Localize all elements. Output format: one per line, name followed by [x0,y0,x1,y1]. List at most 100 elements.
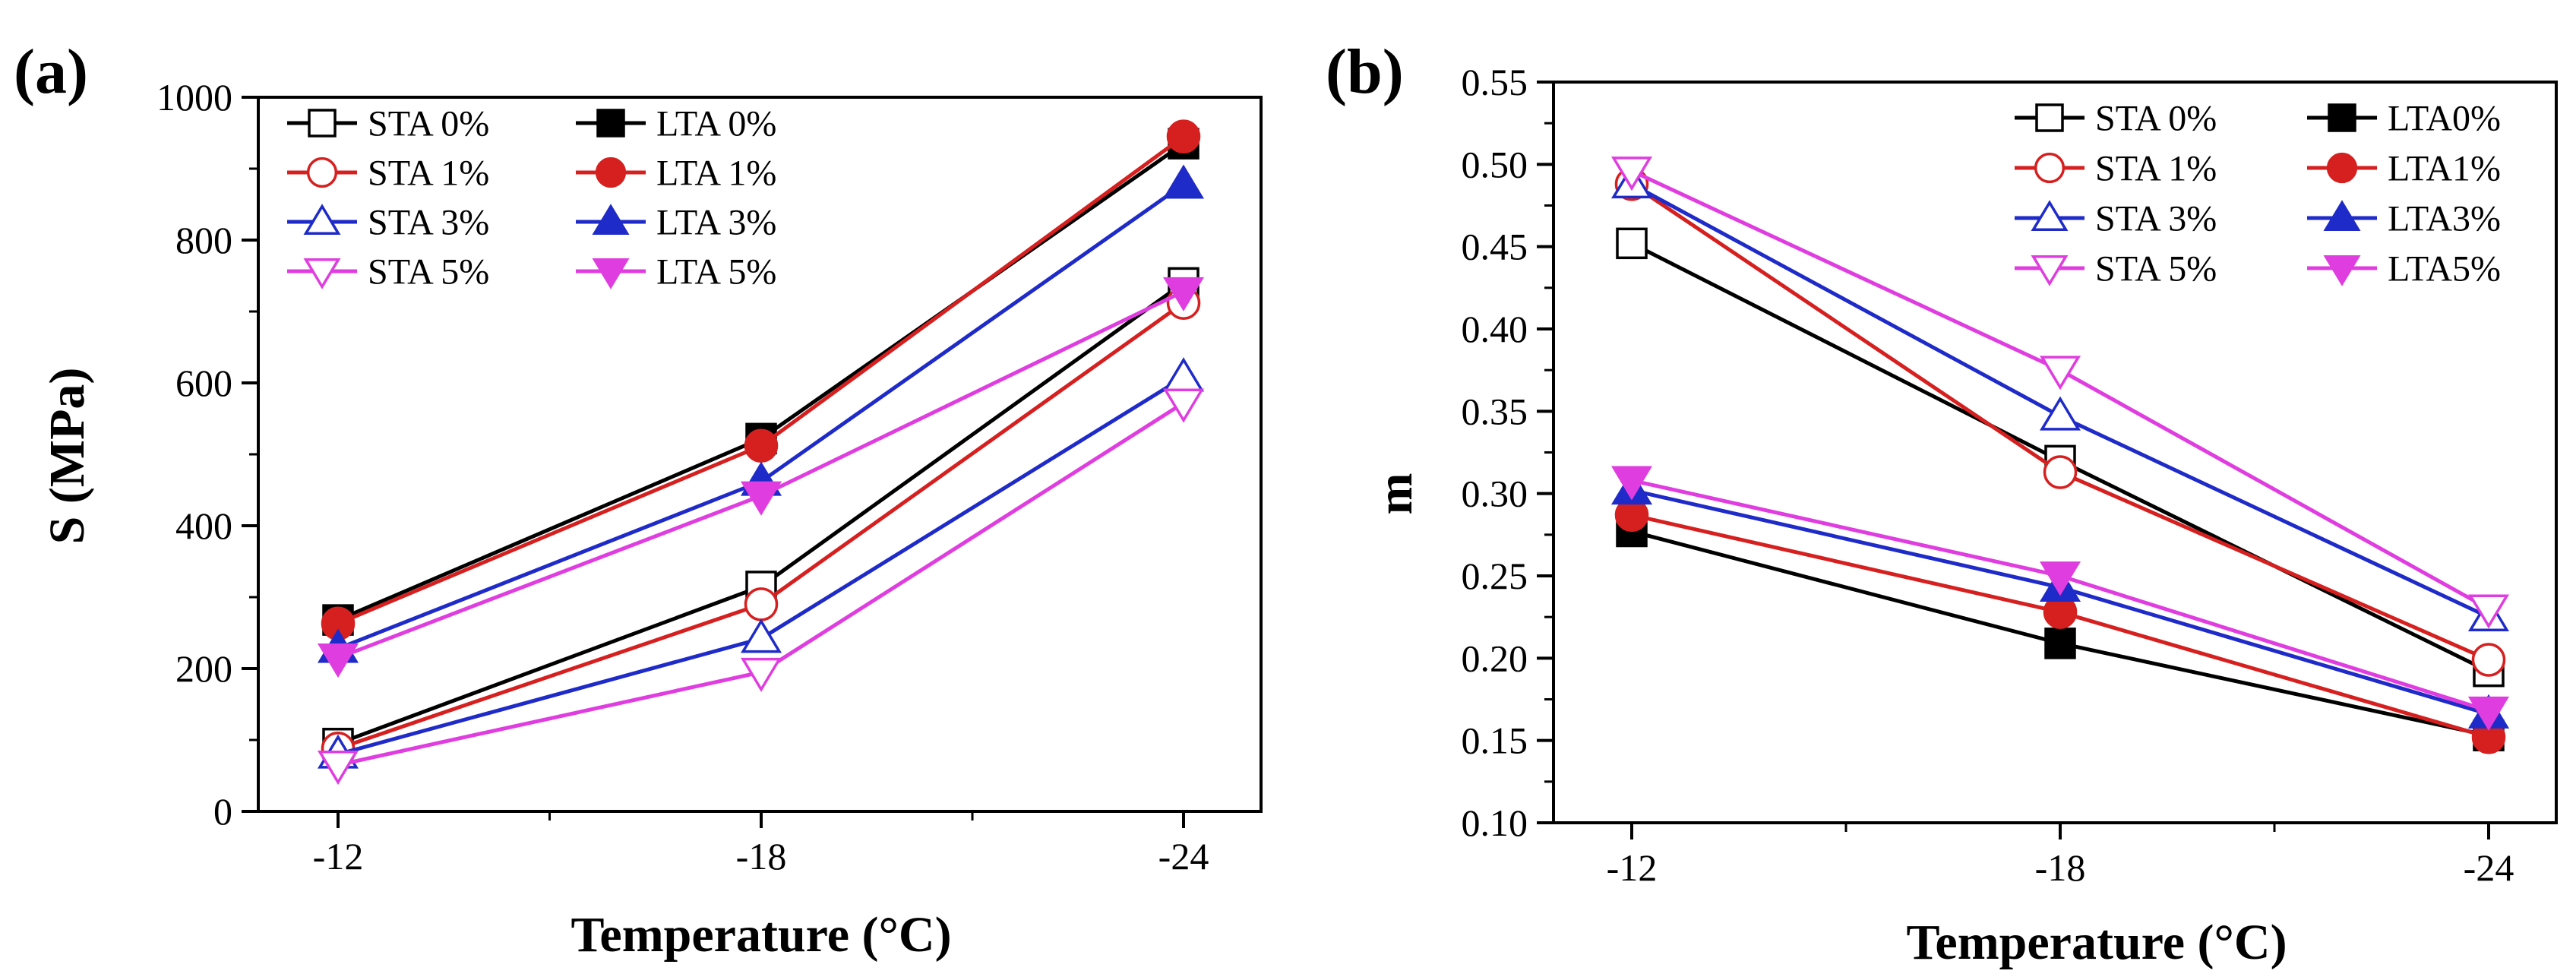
data-point [2039,396,2081,431]
x-tick-label: -12 [1607,846,1658,889]
legend-entry: LTA 0% [576,103,776,144]
panel-b-series [1610,157,2510,754]
legend-marker [595,157,627,188]
legend-marker [2323,200,2361,232]
legend-marker [592,258,630,289]
panel-a-y-axis-label: S (MPa) [40,368,95,545]
data-point [1610,157,1653,191]
panel-b-y-ticks: 0.10 0.15 0.20 0.25 0.30 0.35 0.40 0.45 0.50 0.55 [1462,61,1554,844]
data-point [1162,357,1205,392]
data-point [744,428,779,463]
data-point [1162,164,1205,199]
legend-marker [2031,200,2069,232]
legend-entry: LTA1% [2307,148,2501,188]
data-point [1162,277,1205,311]
data-point [744,587,779,621]
legend-entry: LTA 5% [576,251,776,292]
series-lta3- [1610,470,2510,729]
panel-b-x-axis-label: Temperature (°C) [1906,915,2287,970]
y-tick-label: 0.45 [1462,226,1528,268]
x-tick-label: -18 [2035,846,2086,889]
legend-label: STA 5% [2095,248,2217,289]
panel-a-y-ticks: 0 200 400 600 800 1000 [156,76,258,833]
series-lta0- [1616,515,2505,751]
panel-b-legend: STA 0% LTA0% STA 1% LTA1% STA 3% LTA3% STA 5% L… [2015,98,2501,289]
legend-label: LTA 1% [656,153,776,193]
y-tick-label: 0 [213,790,232,833]
x-tick-label: -24 [1158,835,1209,877]
panel-a-x-ticks: -12 -18 -24 [313,811,1209,877]
series-lta-1- [321,119,1201,641]
y-tick-label: 0.30 [1462,473,1528,515]
legend-label: LTA0% [2388,98,2501,138]
legend-marker [2326,152,2358,184]
panel-b-y-axis-label: m [1367,473,1423,515]
legend-label: LTA1% [2388,148,2501,188]
legend-entry: STA 1% [287,153,489,193]
panel-a-x-axis-label: Temperature (°C) [571,907,951,963]
legend-marker [2034,152,2066,184]
legend-marker [2323,255,2361,286]
data-point [2039,356,2081,390]
panel-b-x-ticks: -12 -18 -24 [1607,823,2514,889]
legend-entry: STA 5% [2015,248,2217,289]
data-point [740,618,782,653]
data-point [317,643,359,678]
series-sta-5- [317,388,1205,786]
y-tick-label: 0.55 [1462,61,1528,103]
legend-marker [306,157,338,188]
x-tick-label: -12 [313,835,364,877]
panel-a-series [317,119,1205,786]
y-tick-label: 0.15 [1462,719,1528,762]
legend-entry: STA 3% [2015,198,2217,239]
legend-entry: STA 3% [287,202,489,242]
legend-marker [303,204,341,236]
y-tick-label: 0.20 [1462,637,1528,679]
legend-entry: LTA3% [2307,198,2501,239]
legend-marker [308,109,337,138]
legend-marker [592,204,630,236]
y-tick-label: 0.10 [1462,802,1528,844]
legend-entry: STA 5% [287,251,489,292]
series-sta-5- [1610,157,2510,629]
series-sta-3- [317,357,1205,769]
y-tick-label: 600 [175,362,232,404]
legend-label: STA 1% [2095,148,2217,188]
data-point [317,751,359,786]
legend-label: LTA5% [2388,248,2501,289]
legend-label: STA 0% [2095,98,2217,138]
legend-entry: LTA0% [2307,98,2501,138]
legend-label: LTA 0% [656,103,776,144]
legend-entry: STA 0% [2015,98,2217,138]
y-tick-label: 0.50 [1462,143,1528,185]
panel-b: (b) m Temperature (°C) 0.100.150.200.250… [1326,36,2558,970]
legend-marker [2328,103,2356,132]
legend-label: LTA 3% [656,202,776,242]
y-tick-label: 1000 [156,76,232,119]
data-point [2467,696,2510,731]
legend-entry: LTA5% [2307,248,2501,289]
y-tick-label: 200 [175,647,232,690]
legend-label: STA 3% [2095,198,2217,239]
data-point [1616,227,1648,260]
legend-label: STA 0% [368,103,489,144]
panel-a: (a) S (MPa) Temperature (°C) 0 200 400 600 8… [14,36,1263,963]
legend-entry: LTA 3% [576,202,776,242]
legend-marker [596,109,625,138]
data-point [2044,628,2076,659]
data-point [1610,466,1653,501]
legend-entry: LTA 1% [576,153,776,193]
legend-label: LTA3% [2388,198,2501,239]
y-tick-label: 0.40 [1462,308,1528,350]
legend-marker [2035,103,2064,132]
y-tick-label: 800 [175,219,232,261]
data-point [2467,594,2510,629]
data-point [2039,561,2081,596]
panel-b-label: (b) [1326,36,1404,107]
panel-a-label: (a) [14,36,88,107]
legend-label: STA 1% [368,153,489,193]
y-tick-label: 0.35 [1462,390,1528,432]
data-point [740,657,782,692]
legend-marker [303,258,341,289]
